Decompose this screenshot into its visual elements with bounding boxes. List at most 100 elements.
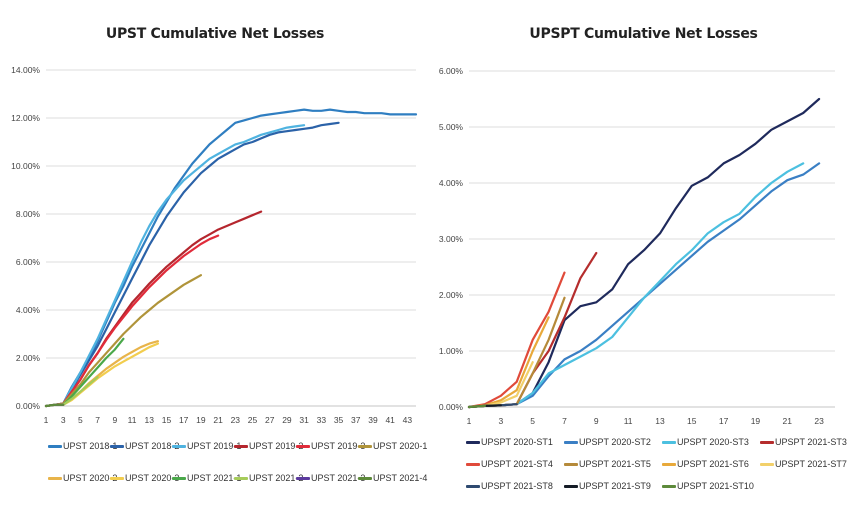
legend-label: UPSPT 2020-ST2 xyxy=(579,437,651,447)
legend-swatch xyxy=(760,462,774,466)
legend-label: UPST 2021-2 xyxy=(249,473,304,483)
legend-swatch xyxy=(296,444,310,448)
legend-label: UPST 2019-3 xyxy=(311,441,366,451)
legend-item[interactable]: UPSPT 2021-ST3 xyxy=(760,437,847,447)
y-tick-label: 14.00% xyxy=(11,65,40,75)
series-line-upst-2020-1 xyxy=(44,274,202,408)
legend-swatch xyxy=(234,476,248,480)
legend-item[interactable]: UPSPT 2020-ST1 xyxy=(466,437,553,447)
legend-swatch xyxy=(466,484,480,488)
legend-label: UPSPT 2020-ST3 xyxy=(677,437,749,447)
upspt-chart-panel: UPSPT Cumulative Net Losses 0.00% 1.00% 2.… xyxy=(430,0,857,526)
legend-swatch xyxy=(466,440,480,444)
legend-label: UPSPT 2021-ST9 xyxy=(579,481,651,491)
legend-item[interactable]: UPSPT 2021-ST4 xyxy=(466,459,553,469)
x-tick-label: 23 xyxy=(231,415,241,425)
legend-item[interactable]: UPST 2021-3 xyxy=(296,473,365,483)
y-tick-label: 2.00% xyxy=(16,353,41,363)
upst-legend: UPST 2018-1 UPST 2018-2 UPST 2019-1 UPST 20… xyxy=(48,441,427,483)
y-tick-label: 6.00% xyxy=(16,257,41,267)
chart-title: UPST Cumulative Net Losses xyxy=(105,26,325,42)
legend-item[interactable]: UPSPT 2021-ST8 xyxy=(466,481,553,491)
x-tick-label: 23 xyxy=(814,416,824,426)
series-line-upspt-2020-st3 xyxy=(467,162,805,409)
y-tick-label: 12.00% xyxy=(11,113,40,123)
legend-swatch xyxy=(234,444,248,448)
legend-item[interactable]: UPST 2020-1 xyxy=(358,441,427,451)
legend-item[interactable]: UPST 2020-3 xyxy=(110,473,179,483)
legend-item[interactable]: UPSPT 2020-ST3 xyxy=(662,437,749,447)
legend-item[interactable]: UPST 2019-1 xyxy=(172,441,241,451)
legend-swatch xyxy=(172,444,186,448)
x-tick-label: 11 xyxy=(128,415,137,425)
y-tick-label: 2.00% xyxy=(439,290,464,300)
x-tick-label: 37 xyxy=(351,415,361,425)
legend-swatch xyxy=(110,476,124,480)
legend-label: UPSPT 2021-ST7 xyxy=(775,459,847,469)
legend-swatch xyxy=(760,440,774,444)
legend-item[interactable]: UPSPT 2021-ST7 xyxy=(760,459,847,469)
legend-item[interactable]: UPST 2021-1 xyxy=(172,473,241,483)
x-tick-label: 9 xyxy=(594,416,599,426)
x-tick-label: 17 xyxy=(719,416,729,426)
x-tick-label: 39 xyxy=(368,415,378,425)
x-tick-label: 7 xyxy=(95,415,100,425)
x-tick-label: 13 xyxy=(145,415,155,425)
legend-item[interactable]: UPSPT 2021-ST5 xyxy=(564,459,651,469)
legend-swatch xyxy=(662,440,676,444)
upst-chart: 0.00% 2.00% 4.00% 6.00% 8.00% 10.00% 12.00% 14.… xyxy=(11,65,418,425)
x-tick-label: 1 xyxy=(467,416,472,426)
x-tick-label: 7 xyxy=(562,416,567,426)
legend-label: UPSPT 2021-ST6 xyxy=(677,459,749,469)
x-tick-label: 19 xyxy=(751,416,761,426)
series-line-upst-2018-2 xyxy=(44,121,340,408)
x-tick-label: 21 xyxy=(783,416,793,426)
legend-swatch xyxy=(48,444,62,448)
legend-swatch xyxy=(358,444,372,448)
upspt-legend: UPSPT 2020-ST1 UPSPT 2020-ST2 UPSPT 2020-S… xyxy=(430,0,857,526)
legend-item[interactable]: UPST 2019-3 xyxy=(296,441,365,451)
legend-label: UPSPT 2020-ST1 xyxy=(481,437,553,447)
legend-label: UPST 2020-1 xyxy=(373,441,428,451)
legend-swatch xyxy=(296,476,310,480)
y-tick-label: 4.00% xyxy=(439,178,464,188)
legend-label: UPST 2020-2 xyxy=(63,473,118,483)
x-tick-label: 3 xyxy=(61,415,66,425)
x-tick-label: 43 xyxy=(403,415,413,425)
legend-label: UPSPT 2021-ST3 xyxy=(775,437,847,447)
upspt-chart: 0.00%1.00%2.00%3.00%4.00%5.00%6.00%1 3 5 7 9… xyxy=(439,66,835,426)
x-tick-label: 5 xyxy=(78,415,83,425)
legend-item[interactable]: UPSPT 2021-ST6 xyxy=(662,459,749,469)
legend-label: UPST 2021-4 xyxy=(373,473,428,483)
y-tick-label: 8.00% xyxy=(16,209,41,219)
legend-swatch xyxy=(564,462,578,466)
x-tick-label: 29 xyxy=(282,415,292,425)
legend-label: UPST 2019-1 xyxy=(187,441,242,451)
x-tick-label: 33 xyxy=(317,415,327,425)
legend-item[interactable]: UPST 2021-2 xyxy=(234,473,303,483)
legend-label: UPST 2021-3 xyxy=(311,473,366,483)
y-tick-label: 4.00% xyxy=(16,305,41,315)
legend-label: UPST 2021-1 xyxy=(187,473,242,483)
legend-label: UPST 2018-2 xyxy=(125,441,180,451)
legend-item[interactable]: UPST 2018-2 xyxy=(110,441,179,451)
y-tick-label: 6.00% xyxy=(439,66,464,76)
y-tick-label: 10.00% xyxy=(11,161,40,171)
x-tick-label: 3 xyxy=(498,416,503,426)
legend-item[interactable]: UPSPT 2020-ST2 xyxy=(564,437,651,447)
x-tick-label: 21 xyxy=(213,415,223,425)
legend-item[interactable]: UPST 2019-2 xyxy=(234,441,303,451)
legend-item[interactable]: UPST 2018-1 xyxy=(48,441,117,451)
legend-label: UPST 2020-3 xyxy=(125,473,180,483)
legend-label: UPSPT 2021-ST8 xyxy=(481,481,553,491)
legend-label: UPSPT 2021-ST4 xyxy=(481,459,553,469)
legend-item[interactable]: UPSPT 2021-ST9 xyxy=(564,481,651,491)
series-line-upspt-2021-st10 xyxy=(467,404,487,409)
x-tick-label: 13 xyxy=(655,416,665,426)
legend-item[interactable]: UPSPT 2021-ST10 xyxy=(662,481,754,491)
legend-swatch xyxy=(172,476,186,480)
legend-item[interactable]: UPST 2021-4 xyxy=(358,473,427,483)
x-tick-label: 27 xyxy=(265,415,275,425)
y-tick-label: 1.00% xyxy=(439,346,464,356)
legend-item[interactable]: UPST 2020-2 xyxy=(48,473,117,483)
